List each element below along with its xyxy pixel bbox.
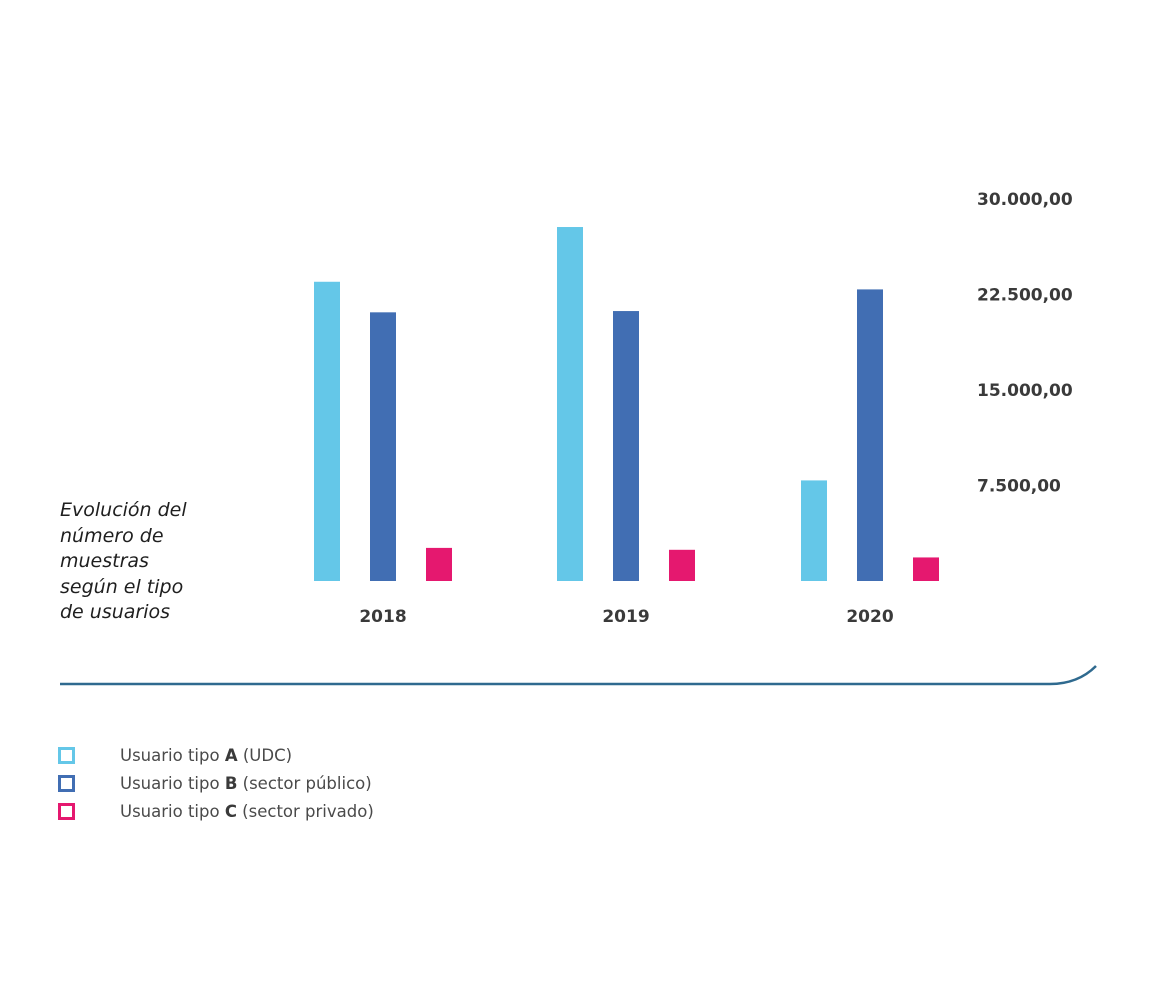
legend-item-b: Usuario tipo B (sector público)	[58, 769, 374, 797]
legend-swatch-a	[58, 746, 75, 764]
x-tick-labels: 2018 2019 2020	[359, 607, 893, 627]
x-tick-label-2019: 2019	[602, 607, 649, 627]
y-tick-label-30000: 30.000,00	[977, 190, 1073, 210]
bar-b-2020	[857, 289, 883, 581]
y-tick-label-22500: 22.500,00	[977, 286, 1073, 306]
legend: Usuario tipo A (UDC) Usuario tipo B (sec…	[58, 741, 374, 825]
legend-swatch-b	[58, 774, 75, 792]
baseline-curve	[60, 665, 1097, 686]
legend-item-a: Usuario tipo A (UDC)	[58, 741, 374, 769]
bar-c-2018	[426, 547, 452, 581]
bar-b-2018	[370, 312, 396, 581]
bar-a-2018	[314, 281, 340, 581]
legend-swatch-c	[58, 802, 75, 820]
legend-item-c: Usuario tipo C (sector privado)	[58, 797, 374, 825]
chart-title: Evolución del número de muestras según e…	[60, 499, 187, 623]
legend-label-b: Usuario tipo B (sector público)	[120, 773, 372, 793]
y-tick-label-15000: 15.000,00	[977, 381, 1073, 401]
legend-label-a: Usuario tipo A (UDC)	[120, 745, 293, 765]
bar-a-2019	[557, 227, 583, 581]
legend-label-c: Usuario tipo C (sector privado)	[120, 801, 374, 821]
bar-a-2020	[801, 480, 827, 581]
bars-layer	[314, 227, 939, 581]
bar-b-2019	[613, 311, 639, 581]
y-tick-label-7500: 7.500,00	[977, 477, 1061, 497]
bar-c-2019	[669, 549, 695, 581]
bar-c-2020	[913, 557, 939, 581]
y-tick-labels: 30.000,00 22.500,00 15.000,00 7.500,00	[977, 190, 1073, 497]
x-tick-label-2018: 2018	[359, 607, 406, 627]
x-tick-label-2020: 2020	[846, 607, 893, 627]
